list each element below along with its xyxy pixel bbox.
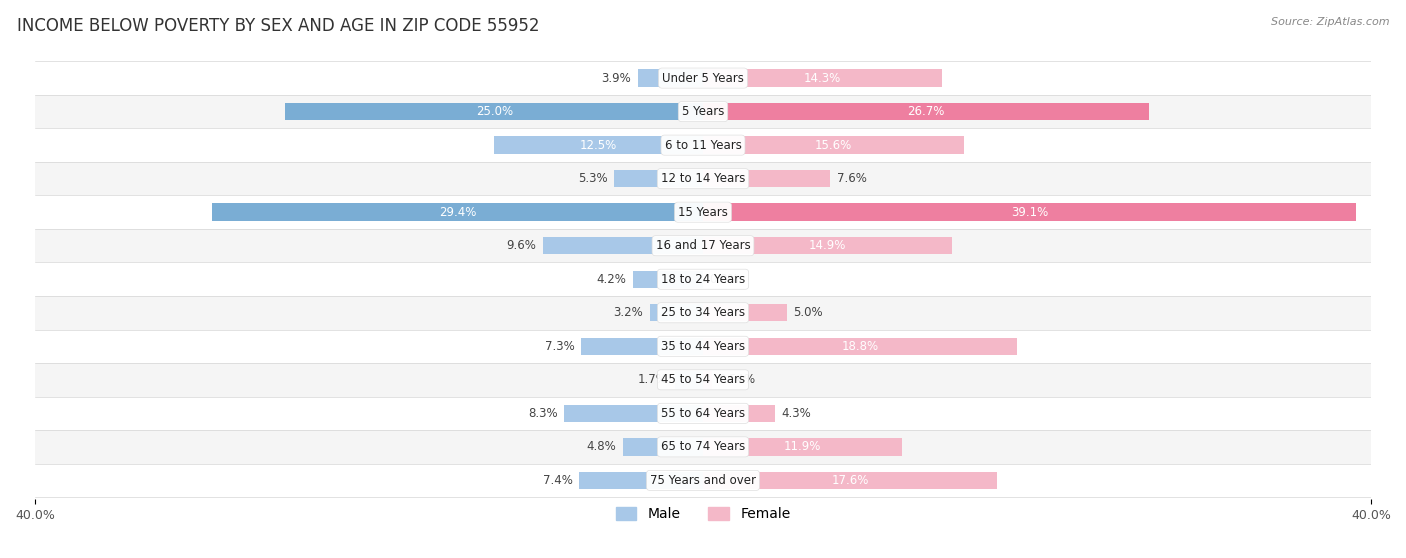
Bar: [633, 271, 703, 288]
Text: 7.4%: 7.4%: [543, 474, 572, 487]
Text: 65 to 74 Years: 65 to 74 Years: [661, 440, 745, 453]
Bar: [35, 262, 1371, 296]
Legend: Male, Female: Male, Female: [610, 502, 796, 527]
Bar: [564, 405, 703, 422]
Text: 11.9%: 11.9%: [783, 440, 821, 453]
Text: 12.5%: 12.5%: [581, 138, 617, 152]
Text: 16 and 17 Years: 16 and 17 Years: [655, 239, 751, 252]
Bar: [35, 195, 1371, 229]
Text: Under 5 Years: Under 5 Years: [662, 71, 744, 85]
Text: 1.7%: 1.7%: [638, 373, 668, 386]
Bar: [35, 229, 1371, 262]
Text: 17.6%: 17.6%: [831, 474, 869, 487]
Bar: [703, 170, 830, 187]
Bar: [35, 128, 1371, 162]
Text: 3.2%: 3.2%: [613, 306, 643, 319]
Text: 7.6%: 7.6%: [837, 172, 866, 185]
Bar: [703, 204, 1355, 221]
Bar: [703, 136, 963, 154]
Bar: [703, 472, 997, 489]
Bar: [703, 103, 1149, 121]
Text: 39.1%: 39.1%: [1011, 206, 1047, 219]
Text: 5.0%: 5.0%: [793, 306, 823, 319]
Text: 0.54%: 0.54%: [718, 373, 756, 386]
Text: 18.8%: 18.8%: [841, 340, 879, 353]
Bar: [650, 304, 703, 321]
Text: 15 Years: 15 Years: [678, 206, 728, 219]
Bar: [35, 61, 1371, 95]
Text: 29.4%: 29.4%: [439, 206, 477, 219]
Bar: [703, 338, 1017, 355]
Bar: [675, 371, 703, 388]
Bar: [285, 103, 703, 121]
Bar: [623, 438, 703, 455]
Text: 45 to 54 Years: 45 to 54 Years: [661, 373, 745, 386]
Text: 14.9%: 14.9%: [808, 239, 846, 252]
Text: 5 Years: 5 Years: [682, 105, 724, 118]
Text: 26.7%: 26.7%: [907, 105, 945, 118]
Text: 25.0%: 25.0%: [475, 105, 513, 118]
Bar: [35, 397, 1371, 430]
Bar: [703, 371, 711, 388]
Text: 5.3%: 5.3%: [578, 172, 607, 185]
Text: 25 to 34 Years: 25 to 34 Years: [661, 306, 745, 319]
Text: 55 to 64 Years: 55 to 64 Years: [661, 407, 745, 420]
Text: 6 to 11 Years: 6 to 11 Years: [665, 138, 741, 152]
Text: 15.6%: 15.6%: [814, 138, 852, 152]
Bar: [543, 237, 703, 254]
Bar: [703, 237, 952, 254]
Bar: [614, 170, 703, 187]
Bar: [35, 95, 1371, 128]
Bar: [495, 136, 703, 154]
Bar: [35, 464, 1371, 497]
Text: 9.6%: 9.6%: [506, 239, 536, 252]
Bar: [638, 69, 703, 87]
Text: 35 to 44 Years: 35 to 44 Years: [661, 340, 745, 353]
Bar: [35, 296, 1371, 330]
Text: 4.2%: 4.2%: [596, 273, 626, 286]
Bar: [35, 330, 1371, 363]
Bar: [703, 304, 786, 321]
Bar: [579, 472, 703, 489]
Bar: [581, 338, 703, 355]
Bar: [212, 204, 703, 221]
Bar: [703, 69, 942, 87]
Text: 7.3%: 7.3%: [544, 340, 575, 353]
Bar: [35, 162, 1371, 195]
Text: 75 Years and over: 75 Years and over: [650, 474, 756, 487]
Bar: [703, 438, 901, 455]
Text: 14.3%: 14.3%: [804, 71, 841, 85]
Bar: [35, 363, 1371, 397]
Text: 8.3%: 8.3%: [529, 407, 558, 420]
Text: 4.3%: 4.3%: [782, 407, 811, 420]
Text: 18 to 24 Years: 18 to 24 Years: [661, 273, 745, 286]
Bar: [703, 405, 775, 422]
Text: 0.0%: 0.0%: [710, 273, 740, 286]
Text: 4.8%: 4.8%: [586, 440, 616, 453]
Bar: [35, 430, 1371, 464]
Text: 12 to 14 Years: 12 to 14 Years: [661, 172, 745, 185]
Text: Source: ZipAtlas.com: Source: ZipAtlas.com: [1271, 17, 1389, 27]
Text: 3.9%: 3.9%: [602, 71, 631, 85]
Text: INCOME BELOW POVERTY BY SEX AND AGE IN ZIP CODE 55952: INCOME BELOW POVERTY BY SEX AND AGE IN Z…: [17, 17, 540, 35]
